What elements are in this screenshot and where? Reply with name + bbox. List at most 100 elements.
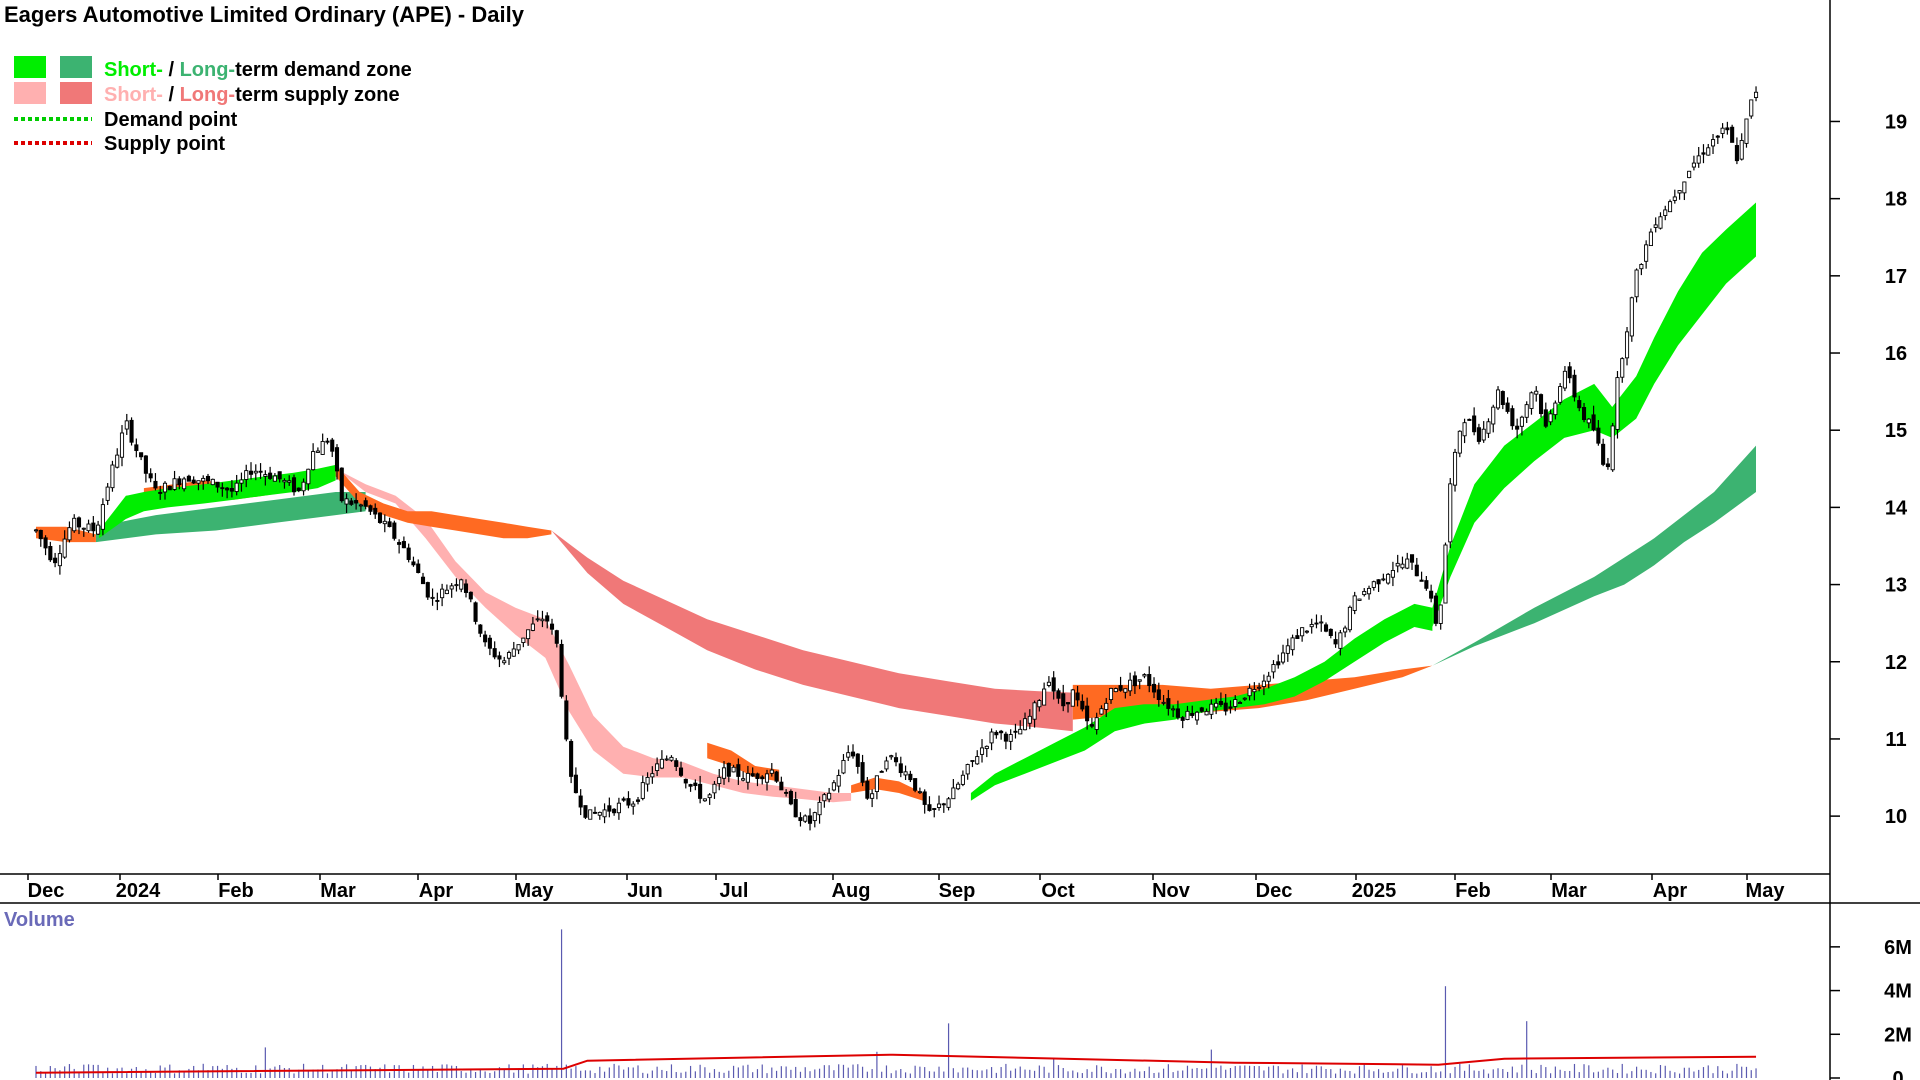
candle (702, 798, 707, 802)
candle (430, 588, 435, 606)
candle (502, 656, 507, 665)
candle (1065, 702, 1071, 713)
candle (922, 789, 927, 814)
candle (1185, 705, 1190, 721)
candle (100, 498, 105, 536)
candle (1161, 694, 1166, 706)
x-tick-label: Nov (1152, 880, 1191, 902)
candle (1753, 86, 1759, 102)
candle (162, 481, 168, 500)
candle (1113, 687, 1118, 693)
candle (377, 512, 383, 524)
candle (927, 796, 932, 812)
x-tick-label: Oct (1041, 880, 1075, 902)
candle (884, 756, 889, 772)
candle (583, 805, 588, 820)
candle (153, 473, 158, 491)
candle (1151, 677, 1157, 699)
candle (57, 544, 62, 575)
candle (592, 806, 598, 815)
candle (158, 485, 163, 500)
candle (1548, 409, 1553, 426)
candle (1553, 400, 1558, 420)
x-tick-label: 2024 (116, 880, 161, 902)
candle (1276, 654, 1281, 669)
candle (1352, 591, 1357, 615)
candle (1515, 418, 1520, 439)
candle (1104, 697, 1109, 717)
candle (1682, 181, 1687, 201)
candle (272, 473, 277, 482)
candle (1156, 682, 1161, 707)
candle (91, 516, 96, 537)
candle (1577, 395, 1582, 412)
x-tick-label: Feb (1455, 880, 1491, 902)
candle (999, 729, 1004, 740)
candle (387, 517, 392, 528)
candle (1228, 700, 1233, 714)
candle (674, 758, 679, 772)
candle (741, 771, 746, 782)
candle (1070, 688, 1075, 707)
candle (941, 802, 946, 813)
candle (1543, 402, 1548, 429)
candle (306, 468, 311, 491)
y-tick-label: 10 (1885, 806, 1907, 828)
candle (827, 787, 832, 803)
candle (1008, 729, 1013, 751)
candle (516, 644, 521, 655)
candle (1080, 694, 1085, 712)
candle (731, 764, 736, 773)
candle (110, 460, 115, 492)
candle (115, 448, 120, 469)
candle (588, 809, 593, 820)
candle (1376, 579, 1381, 592)
candle (1223, 693, 1228, 716)
x-tick-label: Jul (720, 880, 749, 902)
candle (397, 539, 402, 554)
candle (602, 803, 607, 824)
candle (798, 812, 803, 827)
candle (1438, 604, 1443, 630)
candle (1567, 362, 1572, 384)
candle (1710, 133, 1716, 154)
candle (1304, 630, 1309, 634)
candle (1591, 405, 1596, 432)
candle (607, 797, 612, 818)
candle (425, 581, 430, 600)
y-tick-label: 17 (1885, 266, 1907, 288)
candle (932, 807, 937, 818)
legend-supply-point: Supply point (104, 133, 225, 155)
candle (1558, 383, 1563, 405)
candle (1290, 634, 1295, 656)
candle (1691, 155, 1696, 171)
volume-label: Volume (4, 909, 75, 931)
candle (1491, 404, 1496, 433)
candle (1667, 199, 1673, 213)
candle (631, 801, 636, 815)
candle (1295, 628, 1300, 639)
candle (1003, 731, 1008, 750)
candle (779, 776, 784, 791)
y-tick-label: 19 (1885, 111, 1907, 133)
candle (889, 754, 894, 760)
candle (229, 480, 234, 498)
candle (545, 612, 550, 629)
candle (1572, 369, 1577, 402)
candle (678, 761, 684, 778)
candle (1261, 674, 1266, 696)
candle (1280, 644, 1286, 665)
y-tick-label: 15 (1885, 420, 1907, 442)
candle (726, 762, 731, 783)
candle (315, 447, 320, 453)
candle (492, 641, 497, 660)
candle (72, 514, 77, 533)
candle (712, 780, 717, 799)
candle (549, 618, 555, 635)
candle (282, 478, 287, 489)
candle (1137, 679, 1142, 690)
x-tick-label: May (1746, 880, 1786, 902)
candle (440, 583, 445, 607)
candle (736, 758, 741, 785)
candle (1601, 438, 1606, 467)
